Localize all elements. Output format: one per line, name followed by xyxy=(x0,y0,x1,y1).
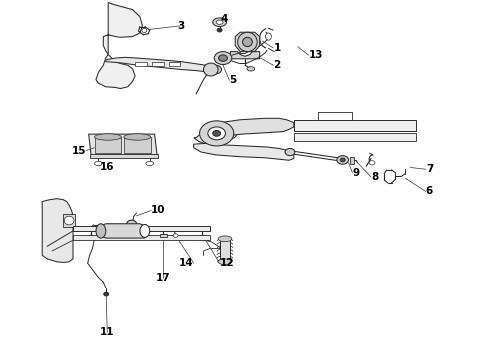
Polygon shape xyxy=(208,118,294,138)
Bar xyxy=(73,226,210,231)
Ellipse shape xyxy=(127,220,137,227)
Polygon shape xyxy=(89,134,157,155)
Text: 11: 11 xyxy=(100,327,115,337)
Ellipse shape xyxy=(247,67,255,71)
Text: 6: 6 xyxy=(426,186,433,197)
Text: 17: 17 xyxy=(156,273,170,283)
Text: 13: 13 xyxy=(309,50,323,60)
Ellipse shape xyxy=(146,161,154,166)
Bar xyxy=(169,62,180,66)
Bar xyxy=(63,214,75,227)
Ellipse shape xyxy=(216,20,223,24)
Polygon shape xyxy=(194,123,240,145)
Text: 14: 14 xyxy=(179,258,194,268)
Bar xyxy=(124,137,151,153)
Text: 12: 12 xyxy=(220,258,234,268)
Text: 16: 16 xyxy=(100,162,115,172)
Ellipse shape xyxy=(217,28,222,32)
Ellipse shape xyxy=(95,134,122,140)
Bar xyxy=(294,134,416,140)
Ellipse shape xyxy=(219,55,227,61)
Ellipse shape xyxy=(213,18,226,27)
Ellipse shape xyxy=(203,63,218,76)
Ellipse shape xyxy=(199,121,234,146)
Bar xyxy=(350,157,354,164)
Bar xyxy=(90,154,158,158)
Ellipse shape xyxy=(266,33,271,40)
Text: 1: 1 xyxy=(273,43,281,53)
Ellipse shape xyxy=(285,148,295,156)
Text: 3: 3 xyxy=(177,21,184,31)
Ellipse shape xyxy=(238,32,257,51)
Bar xyxy=(220,239,230,263)
Polygon shape xyxy=(106,57,216,72)
Bar xyxy=(73,235,210,240)
Polygon shape xyxy=(101,224,145,238)
Text: 15: 15 xyxy=(72,145,86,156)
Text: 9: 9 xyxy=(352,168,360,178)
Ellipse shape xyxy=(95,161,102,166)
Text: 8: 8 xyxy=(371,172,378,182)
Polygon shape xyxy=(194,143,294,160)
Ellipse shape xyxy=(210,65,221,74)
Ellipse shape xyxy=(173,234,178,237)
Ellipse shape xyxy=(124,134,151,140)
Bar xyxy=(135,62,147,66)
Ellipse shape xyxy=(208,127,225,140)
Text: 7: 7 xyxy=(426,164,433,174)
Ellipse shape xyxy=(214,51,232,64)
Polygon shape xyxy=(235,32,260,51)
Ellipse shape xyxy=(218,259,232,265)
Ellipse shape xyxy=(369,161,375,165)
Text: 10: 10 xyxy=(151,206,166,216)
Ellipse shape xyxy=(213,131,220,136)
Text: 5: 5 xyxy=(229,75,237,85)
Bar xyxy=(160,234,167,237)
Polygon shape xyxy=(42,199,73,262)
Ellipse shape xyxy=(340,158,345,162)
Bar xyxy=(95,137,122,153)
Polygon shape xyxy=(230,51,260,59)
Polygon shape xyxy=(103,3,143,54)
Ellipse shape xyxy=(243,37,252,46)
Ellipse shape xyxy=(140,225,150,237)
Ellipse shape xyxy=(337,156,348,164)
Ellipse shape xyxy=(104,292,109,296)
Text: 4: 4 xyxy=(221,14,228,24)
Ellipse shape xyxy=(218,236,232,242)
Ellipse shape xyxy=(96,224,106,238)
Bar xyxy=(152,62,164,66)
Bar xyxy=(294,121,416,131)
Text: 2: 2 xyxy=(273,60,281,70)
Polygon shape xyxy=(96,54,135,89)
Ellipse shape xyxy=(64,216,74,225)
Ellipse shape xyxy=(142,28,147,33)
